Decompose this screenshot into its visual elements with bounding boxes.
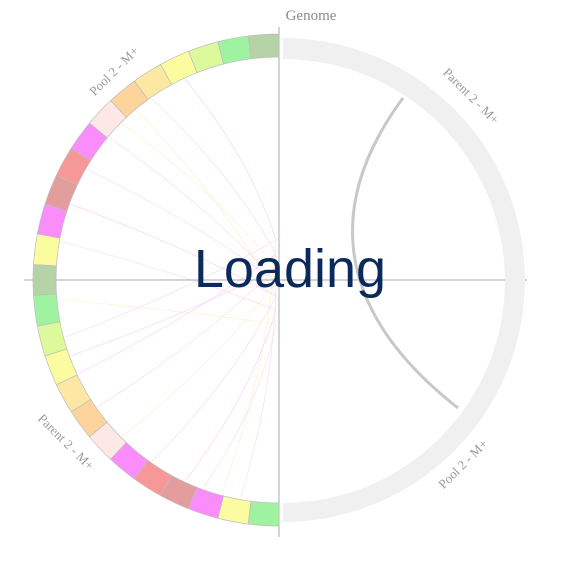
chord-link <box>78 253 277 374</box>
ring-segment <box>33 293 61 327</box>
chord-link <box>61 241 277 311</box>
chord-link <box>240 253 277 498</box>
chord-link <box>65 239 277 338</box>
genome-title: Genome <box>286 8 337 24</box>
chord-link <box>122 123 277 269</box>
chord-link <box>203 323 277 488</box>
chord-link <box>185 309 277 481</box>
chord-link <box>122 281 277 437</box>
chord-link <box>185 79 277 241</box>
chord-link <box>71 204 277 297</box>
chord-link <box>221 239 277 494</box>
chord-link <box>152 295 277 462</box>
chord-link <box>58 298 277 325</box>
ring-segment <box>247 500 280 527</box>
chord-link <box>87 169 277 283</box>
left-colored-ring <box>32 33 280 527</box>
chord-link <box>152 98 277 255</box>
right-inner-arc <box>351 97 459 410</box>
loading-overlay-text: Loading <box>193 239 387 299</box>
ring-segment <box>217 495 252 525</box>
chord-links <box>58 79 277 498</box>
chord-link <box>71 267 277 356</box>
chord-link <box>136 110 277 297</box>
chord-link <box>109 137 277 283</box>
chord-link <box>97 267 277 408</box>
ring-segment <box>247 33 280 60</box>
